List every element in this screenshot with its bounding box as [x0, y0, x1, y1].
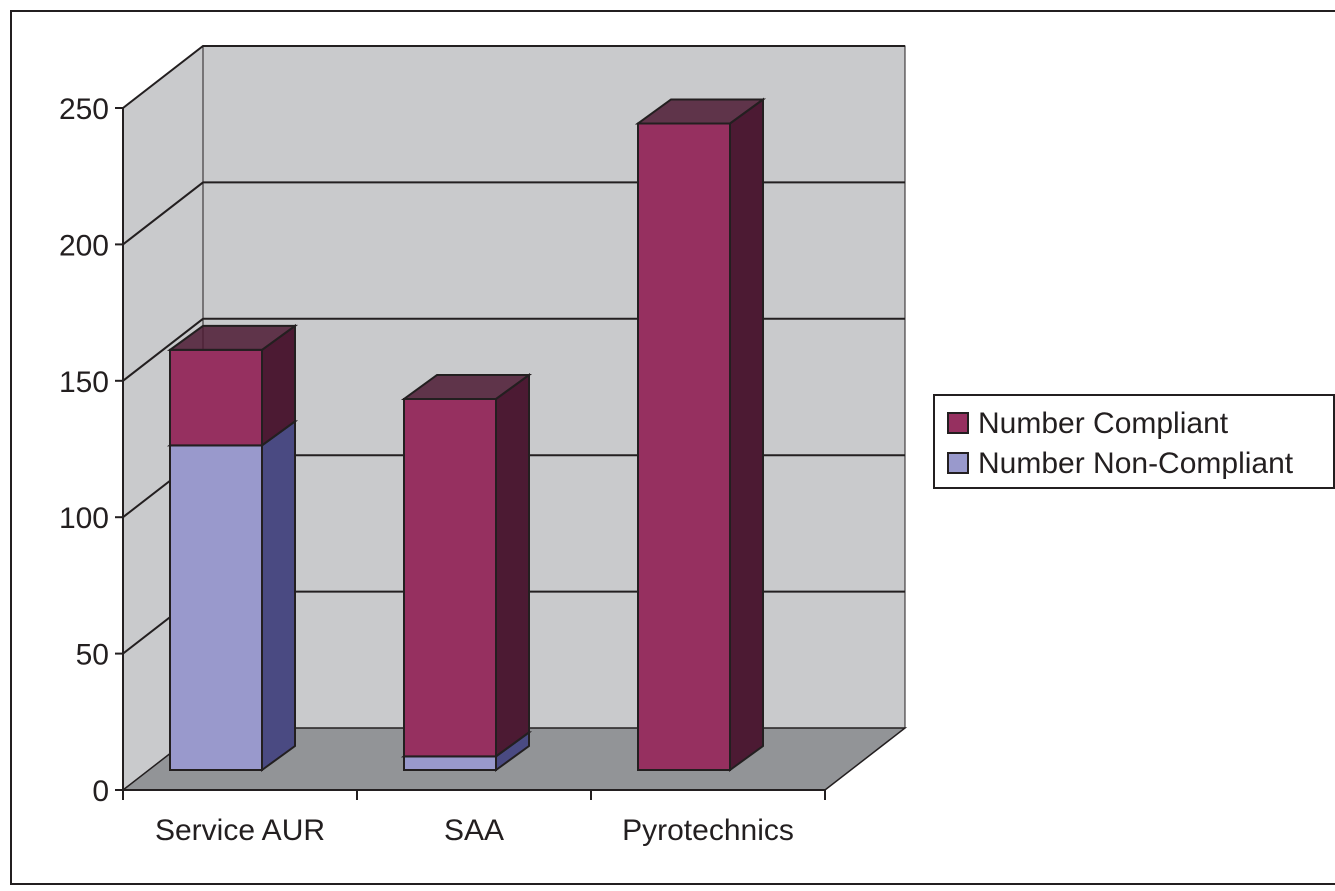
- x-tick-label: Pyrotechnics: [622, 814, 794, 847]
- bar-segment: [634, 97, 767, 772]
- y-tick-label: 150: [59, 366, 109, 399]
- bar-segment: [166, 419, 299, 772]
- bar-side: [729, 97, 764, 772]
- bar-front: [403, 397, 497, 758]
- x-tick-label: Service AUR: [155, 814, 325, 847]
- x-tick-label: SAA: [444, 814, 504, 847]
- bar-front: [169, 444, 263, 771]
- bar-front: [169, 348, 263, 447]
- y-tick-label: 250: [59, 93, 109, 126]
- y-tick-label: 0: [92, 775, 109, 808]
- bar-front: [403, 755, 497, 771]
- legend-swatch: [947, 412, 969, 434]
- y-tick-label: 100: [59, 502, 109, 535]
- legend-label: Number Non-Compliant: [978, 447, 1294, 480]
- bar-side: [495, 373, 530, 759]
- bar-segment: [400, 373, 533, 759]
- chart-legend: Number Compliant Number Non-Compliant: [933, 394, 1335, 489]
- y-tick-label: 50: [76, 639, 109, 672]
- chart-tick-labels: 0 50 100 150 200 250 Service AUR SAA Pyrotechnic…: [59, 93, 794, 847]
- bar-front: [637, 122, 731, 771]
- gridline: [122, 45, 905, 109]
- legend-box: [933, 394, 1335, 489]
- y-tick-label: 200: [59, 229, 109, 262]
- bar-side: [261, 419, 296, 772]
- bar-top: [400, 373, 533, 400]
- legend-label: Number Compliant: [978, 407, 1229, 440]
- bar-top: [634, 98, 767, 125]
- bar-segment: [166, 323, 299, 448]
- chart-axes: [115, 107, 826, 800]
- chart-bars: [166, 97, 767, 772]
- back-wall: [202, 45, 906, 729]
- bar-top: [166, 324, 299, 351]
- legend-swatch: [947, 452, 969, 474]
